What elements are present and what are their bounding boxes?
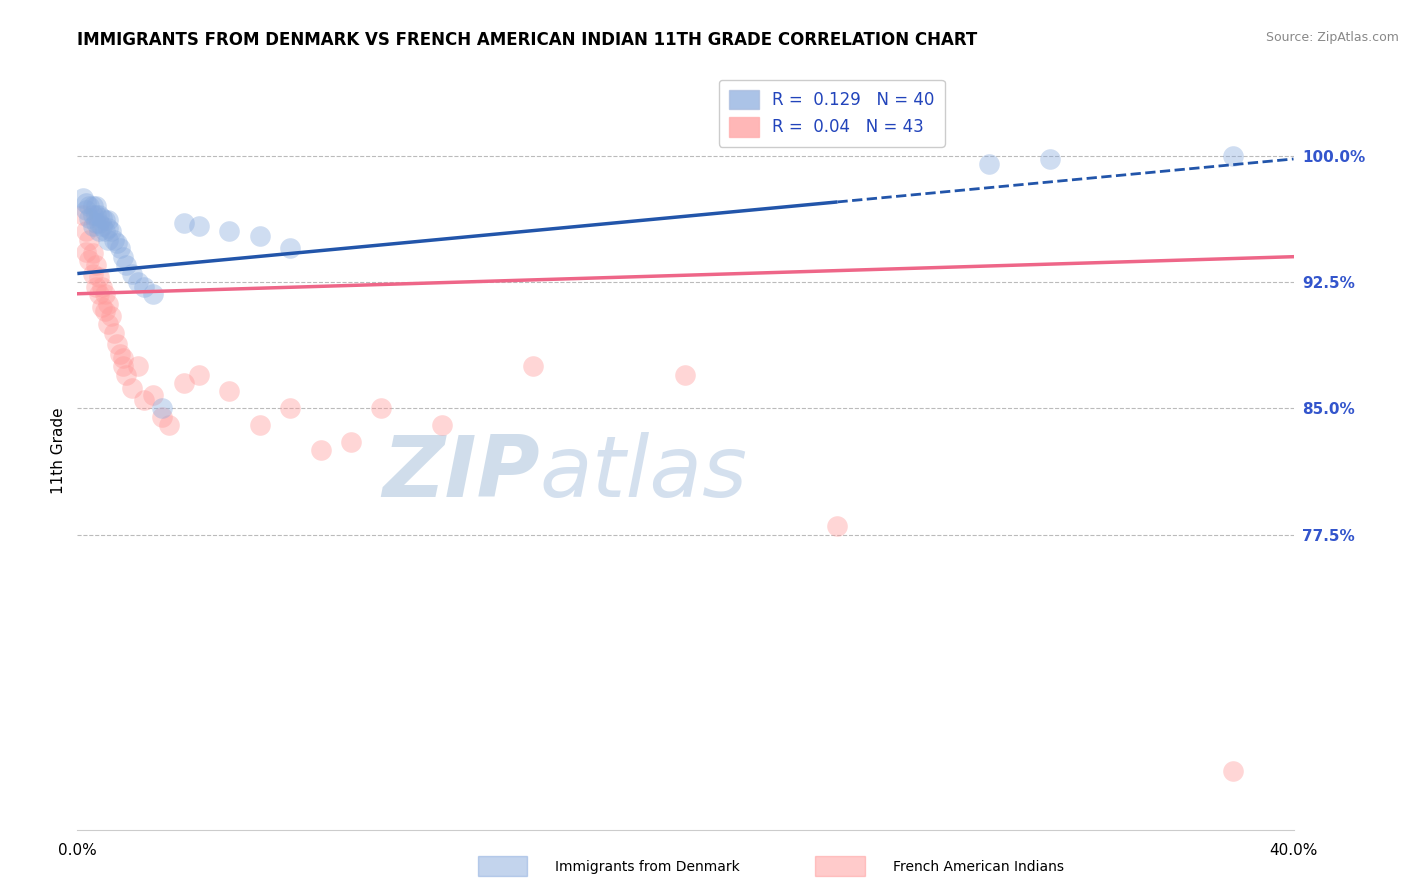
Text: Source: ZipAtlas.com: Source: ZipAtlas.com bbox=[1265, 31, 1399, 45]
Point bbox=[121, 381, 143, 395]
Point bbox=[278, 241, 301, 255]
Point bbox=[278, 401, 301, 416]
Point bbox=[90, 280, 112, 294]
Point bbox=[827, 519, 849, 533]
Point bbox=[121, 267, 143, 281]
Point bbox=[108, 347, 131, 361]
Legend: R =  0.129   N = 40, R =  0.04   N = 43: R = 0.129 N = 40, R = 0.04 N = 43 bbox=[718, 79, 945, 146]
Point bbox=[72, 208, 94, 222]
Point bbox=[84, 216, 107, 230]
Point bbox=[111, 351, 134, 365]
Point bbox=[97, 221, 120, 235]
Point bbox=[127, 359, 149, 374]
Point bbox=[82, 219, 104, 234]
Point bbox=[115, 368, 138, 382]
Point bbox=[188, 219, 211, 234]
Point bbox=[249, 418, 271, 433]
Point bbox=[105, 236, 128, 251]
Point bbox=[84, 280, 107, 294]
Point bbox=[115, 258, 138, 272]
Point bbox=[79, 253, 101, 268]
Point bbox=[84, 258, 107, 272]
Point bbox=[93, 224, 115, 238]
Point bbox=[1222, 764, 1244, 778]
Point bbox=[82, 267, 104, 281]
Point bbox=[111, 250, 134, 264]
Point bbox=[105, 337, 128, 351]
Point bbox=[87, 269, 110, 284]
Point bbox=[90, 219, 112, 234]
Point bbox=[90, 211, 112, 225]
Point bbox=[1222, 148, 1244, 162]
Point bbox=[309, 443, 332, 458]
Point bbox=[173, 216, 195, 230]
Point bbox=[93, 286, 115, 301]
Point bbox=[100, 309, 122, 323]
Point bbox=[87, 224, 110, 238]
Point bbox=[370, 401, 392, 416]
Text: French American Indians: French American Indians bbox=[893, 860, 1064, 874]
Point bbox=[134, 280, 156, 294]
Point bbox=[84, 208, 107, 222]
Point bbox=[134, 392, 156, 407]
Point bbox=[188, 368, 211, 382]
Point bbox=[84, 199, 107, 213]
Point bbox=[103, 233, 125, 247]
Point bbox=[82, 199, 104, 213]
Point bbox=[93, 303, 115, 318]
Point bbox=[142, 286, 165, 301]
Point bbox=[430, 418, 453, 433]
Point bbox=[522, 359, 544, 374]
Y-axis label: 11th Grade: 11th Grade bbox=[51, 407, 66, 494]
Point bbox=[218, 224, 240, 238]
Point bbox=[173, 376, 195, 390]
Point bbox=[218, 384, 240, 399]
Text: atlas: atlas bbox=[540, 432, 748, 515]
Point bbox=[340, 435, 363, 450]
Point bbox=[157, 418, 180, 433]
Point bbox=[103, 326, 125, 340]
Point bbox=[87, 286, 110, 301]
Point bbox=[97, 317, 120, 331]
Point bbox=[75, 244, 97, 259]
Point bbox=[79, 211, 101, 225]
Text: IMMIGRANTS FROM DENMARK VS FRENCH AMERICAN INDIAN 11TH GRADE CORRELATION CHART: IMMIGRANTS FROM DENMARK VS FRENCH AMERIC… bbox=[77, 31, 977, 49]
Point bbox=[152, 401, 174, 416]
Point bbox=[82, 246, 104, 260]
Point bbox=[97, 212, 120, 227]
Point bbox=[93, 212, 115, 227]
Point bbox=[249, 229, 271, 244]
Point bbox=[97, 297, 120, 311]
Point bbox=[75, 195, 97, 210]
Point bbox=[75, 224, 97, 238]
Point bbox=[82, 208, 104, 222]
Text: Immigrants from Denmark: Immigrants from Denmark bbox=[555, 860, 740, 874]
Point bbox=[72, 191, 94, 205]
Point bbox=[142, 388, 165, 402]
Text: ZIP: ZIP bbox=[382, 432, 540, 515]
Point bbox=[100, 224, 122, 238]
Point bbox=[108, 241, 131, 255]
Point bbox=[79, 233, 101, 247]
Point bbox=[675, 368, 697, 382]
Point bbox=[97, 233, 120, 247]
Point bbox=[79, 199, 101, 213]
Point bbox=[90, 300, 112, 314]
Point bbox=[979, 157, 1001, 171]
Point bbox=[111, 359, 134, 374]
Point bbox=[1039, 152, 1062, 166]
Point bbox=[87, 208, 110, 222]
Point bbox=[87, 216, 110, 230]
Point bbox=[127, 275, 149, 289]
Point bbox=[75, 202, 97, 217]
Point bbox=[152, 409, 174, 424]
